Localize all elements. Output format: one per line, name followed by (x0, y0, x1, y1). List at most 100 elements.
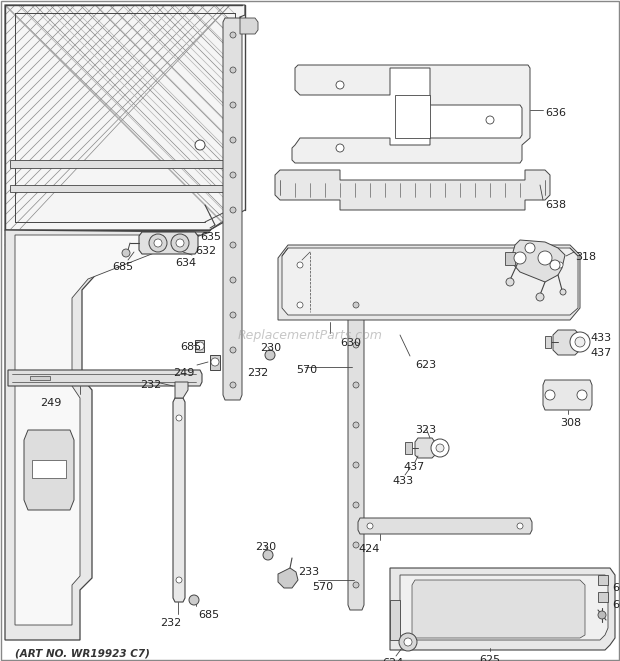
Polygon shape (139, 232, 198, 254)
Text: 632: 632 (195, 246, 216, 256)
Circle shape (353, 342, 359, 348)
Circle shape (189, 595, 199, 605)
Polygon shape (412, 580, 585, 638)
Circle shape (550, 260, 560, 270)
Circle shape (230, 32, 236, 38)
Polygon shape (543, 380, 592, 410)
Polygon shape (210, 355, 220, 370)
Text: 233: 233 (298, 567, 319, 577)
Polygon shape (278, 245, 580, 320)
Polygon shape (415, 438, 435, 458)
Text: 685: 685 (180, 342, 201, 352)
Circle shape (176, 239, 184, 247)
Text: 433: 433 (590, 333, 611, 343)
Polygon shape (175, 382, 188, 398)
Circle shape (353, 502, 359, 508)
Polygon shape (223, 18, 242, 400)
Polygon shape (10, 160, 240, 168)
Text: 424: 424 (358, 544, 379, 554)
Text: 433: 433 (392, 476, 413, 486)
Circle shape (353, 382, 359, 388)
Polygon shape (390, 568, 615, 650)
Circle shape (517, 523, 523, 529)
Text: 230: 230 (255, 542, 276, 552)
Circle shape (149, 234, 167, 252)
Text: 570: 570 (312, 582, 333, 592)
Circle shape (230, 172, 236, 178)
Circle shape (230, 207, 236, 213)
Polygon shape (282, 248, 578, 315)
Text: 249: 249 (174, 368, 195, 378)
Circle shape (336, 144, 344, 152)
Polygon shape (553, 330, 580, 355)
Circle shape (353, 542, 359, 548)
Text: 323: 323 (415, 425, 436, 435)
Circle shape (230, 102, 236, 108)
Circle shape (514, 252, 526, 264)
Polygon shape (545, 336, 551, 348)
Polygon shape (512, 240, 565, 282)
Polygon shape (292, 65, 530, 163)
Text: 623: 623 (415, 360, 436, 370)
Polygon shape (15, 235, 200, 625)
Circle shape (265, 350, 275, 360)
Circle shape (353, 422, 359, 428)
Circle shape (545, 390, 555, 400)
Circle shape (353, 582, 359, 588)
Text: 437: 437 (403, 462, 424, 472)
Circle shape (230, 347, 236, 353)
Polygon shape (30, 376, 50, 380)
Circle shape (230, 242, 236, 248)
Circle shape (577, 390, 587, 400)
Polygon shape (10, 185, 240, 192)
Text: 437: 437 (590, 348, 611, 358)
Circle shape (536, 293, 544, 301)
Polygon shape (405, 442, 412, 454)
Circle shape (171, 234, 189, 252)
Polygon shape (5, 5, 245, 230)
Polygon shape (390, 600, 400, 640)
Circle shape (353, 302, 359, 308)
Circle shape (404, 638, 412, 646)
Text: 249: 249 (40, 398, 61, 408)
Circle shape (575, 337, 585, 347)
Text: 318: 318 (575, 252, 596, 262)
Text: 625: 625 (479, 655, 500, 661)
Circle shape (353, 462, 359, 468)
Circle shape (336, 81, 344, 89)
Polygon shape (32, 460, 66, 478)
Circle shape (176, 577, 182, 583)
Polygon shape (275, 170, 550, 210)
Text: 232: 232 (160, 618, 181, 628)
Circle shape (297, 302, 303, 308)
Text: 635: 635 (200, 232, 221, 242)
Circle shape (230, 312, 236, 318)
Circle shape (557, 262, 563, 268)
Circle shape (367, 523, 373, 529)
Polygon shape (505, 252, 515, 265)
Polygon shape (195, 340, 204, 352)
Polygon shape (278, 568, 298, 588)
Circle shape (486, 116, 494, 124)
Circle shape (598, 611, 606, 619)
Circle shape (176, 415, 182, 421)
Polygon shape (240, 18, 258, 34)
Polygon shape (358, 518, 532, 534)
Circle shape (538, 251, 552, 265)
Text: 232: 232 (140, 380, 161, 390)
Circle shape (230, 67, 236, 73)
Text: 685: 685 (112, 262, 133, 272)
Circle shape (399, 633, 417, 651)
Text: 230: 230 (260, 343, 281, 353)
Circle shape (122, 249, 130, 257)
Circle shape (154, 239, 162, 247)
Circle shape (230, 382, 236, 388)
Polygon shape (173, 398, 185, 602)
Polygon shape (400, 575, 608, 640)
Circle shape (230, 137, 236, 143)
Circle shape (560, 289, 566, 295)
Polygon shape (598, 575, 608, 585)
Text: 638: 638 (545, 200, 566, 210)
Text: 570: 570 (296, 365, 317, 375)
Text: 630: 630 (340, 338, 361, 348)
